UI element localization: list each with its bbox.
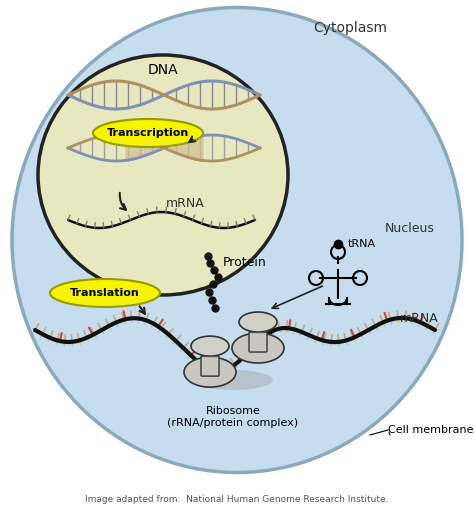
- Text: mRNA: mRNA: [400, 311, 439, 324]
- Text: Translation: Translation: [70, 288, 140, 298]
- FancyBboxPatch shape: [249, 332, 267, 352]
- Text: tRNA: tRNA: [348, 239, 376, 249]
- Ellipse shape: [38, 55, 288, 295]
- Ellipse shape: [239, 312, 277, 332]
- Text: Cell membrane: Cell membrane: [388, 425, 474, 435]
- Ellipse shape: [50, 279, 160, 307]
- Ellipse shape: [191, 336, 229, 356]
- Text: DNA: DNA: [148, 63, 178, 77]
- Ellipse shape: [93, 119, 203, 147]
- Ellipse shape: [232, 333, 284, 363]
- Ellipse shape: [184, 357, 236, 387]
- Text: Image adapted from:  National Human Genome Research Institute.: Image adapted from: National Human Genom…: [85, 495, 389, 505]
- Text: Cytoplasm: Cytoplasm: [313, 21, 387, 35]
- Text: Transcription: Transcription: [107, 128, 189, 138]
- Text: Ribosome
(rRNA/protein complex): Ribosome (rRNA/protein complex): [167, 406, 299, 428]
- Ellipse shape: [12, 8, 462, 472]
- Text: Protein: Protein: [223, 256, 267, 269]
- Ellipse shape: [193, 370, 273, 390]
- Text: Nucleus: Nucleus: [385, 222, 435, 234]
- Text: mRNA: mRNA: [165, 197, 204, 210]
- FancyBboxPatch shape: [201, 356, 219, 376]
